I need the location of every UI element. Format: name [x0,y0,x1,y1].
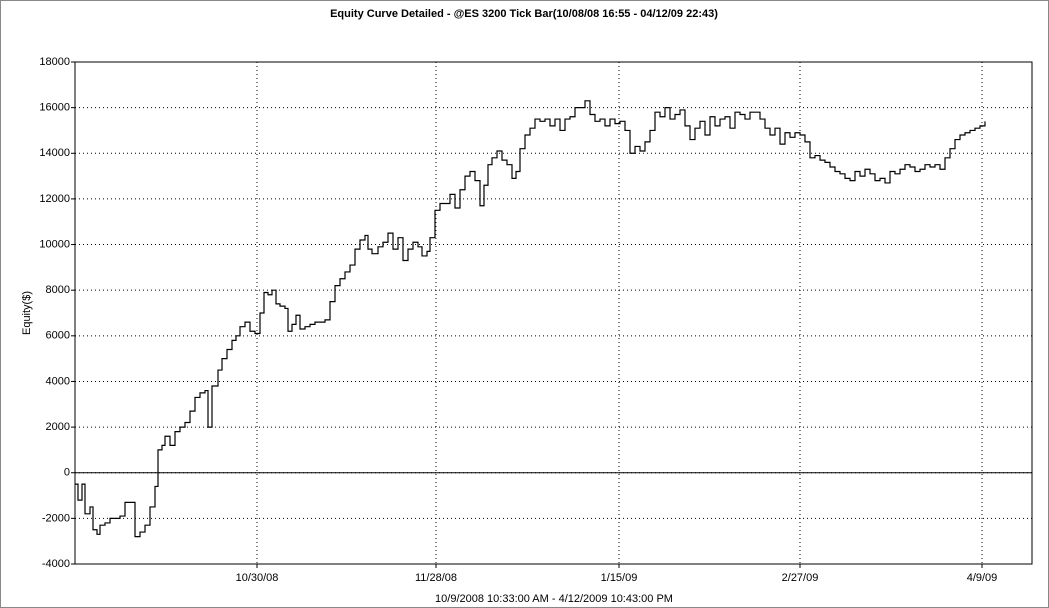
y-tick-label: -2000 [42,512,70,524]
y-tick-label: 14000 [39,147,70,159]
chart-title: Equity Curve Detailed - @ES 3200 Tick Ba… [330,8,718,20]
x-axis-label: 10/9/2008 10:33:00 AM - 4/12/2009 10:43:… [435,593,673,605]
equity-line [75,100,986,538]
y-tick-label: 12000 [39,193,70,205]
y-tick-label: 4000 [46,375,70,387]
y-tick-label: -4000 [42,558,70,570]
x-tick-label: 10/30/08 [236,572,279,584]
y-tick-label: 2000 [46,421,70,433]
y-tick-label: 10000 [39,238,70,250]
x-tick-label: 11/28/08 [415,572,457,584]
y-tick-label: 6000 [46,330,70,342]
plot-area [74,61,1033,565]
x-tick-label: 1/15/09 [601,572,638,584]
y-tick-label: 16000 [39,102,70,114]
y-tick-label: 18000 [39,56,70,68]
y-axis-label: Equity($) [21,291,33,335]
y-tick-label: 0 [64,467,70,479]
x-tick-label: 4/9/09 [967,572,998,584]
x-tick-label: 2/27/09 [782,572,819,584]
y-tick-label: 8000 [46,284,70,296]
